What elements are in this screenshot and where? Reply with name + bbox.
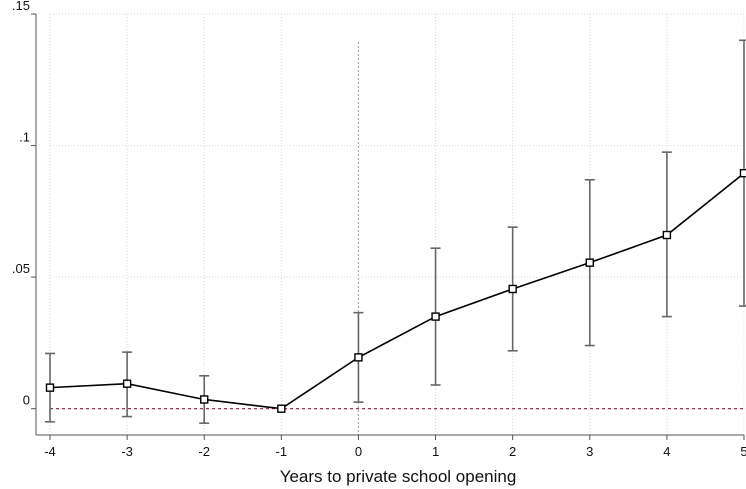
y-tick-label: 0 [23, 393, 30, 408]
data-point-marker [508, 284, 517, 294]
x-tick-label: -1 [276, 444, 288, 459]
confidence-intervals [45, 39, 746, 424]
reference-lines [50, 42, 744, 435]
data-point-marker [277, 404, 286, 413]
x-tick-label: 1 [432, 444, 439, 459]
y-tick-label: .05 [12, 261, 30, 276]
data-point-marker [45, 383, 55, 392]
y-tick-label: .1 [19, 130, 30, 145]
x-tick-label: 2 [509, 444, 516, 459]
data-point-marker [122, 379, 132, 388]
x-tick-label: 4 [663, 444, 670, 459]
x-tick-label: -4 [44, 444, 56, 459]
series-line [49, 172, 745, 410]
x-tick-label: 0 [355, 444, 362, 459]
data-point-marker [739, 168, 746, 178]
markers [45, 168, 746, 413]
x-tick-label: 3 [586, 444, 593, 459]
data-point-marker [585, 258, 594, 267]
x-axis-title: Years to private school opening [280, 467, 517, 486]
series-polyline [49, 172, 745, 410]
data-point-marker [200, 395, 209, 404]
data-point-marker [354, 353, 363, 362]
x-tick-label: -2 [198, 444, 210, 459]
x-tick-label: 5 [740, 444, 746, 459]
axes [31, 13, 745, 440]
data-point-marker [662, 230, 672, 240]
tick-labels: 0 .05 .1 .15 -4 -3 -2 -1 0 1 2 3 4 5 [12, 0, 746, 459]
data-point-marker [431, 312, 440, 321]
gridlines [49, 13, 745, 435]
x-tick-label: -3 [121, 444, 133, 459]
y-tick-label: .15 [12, 0, 30, 13]
